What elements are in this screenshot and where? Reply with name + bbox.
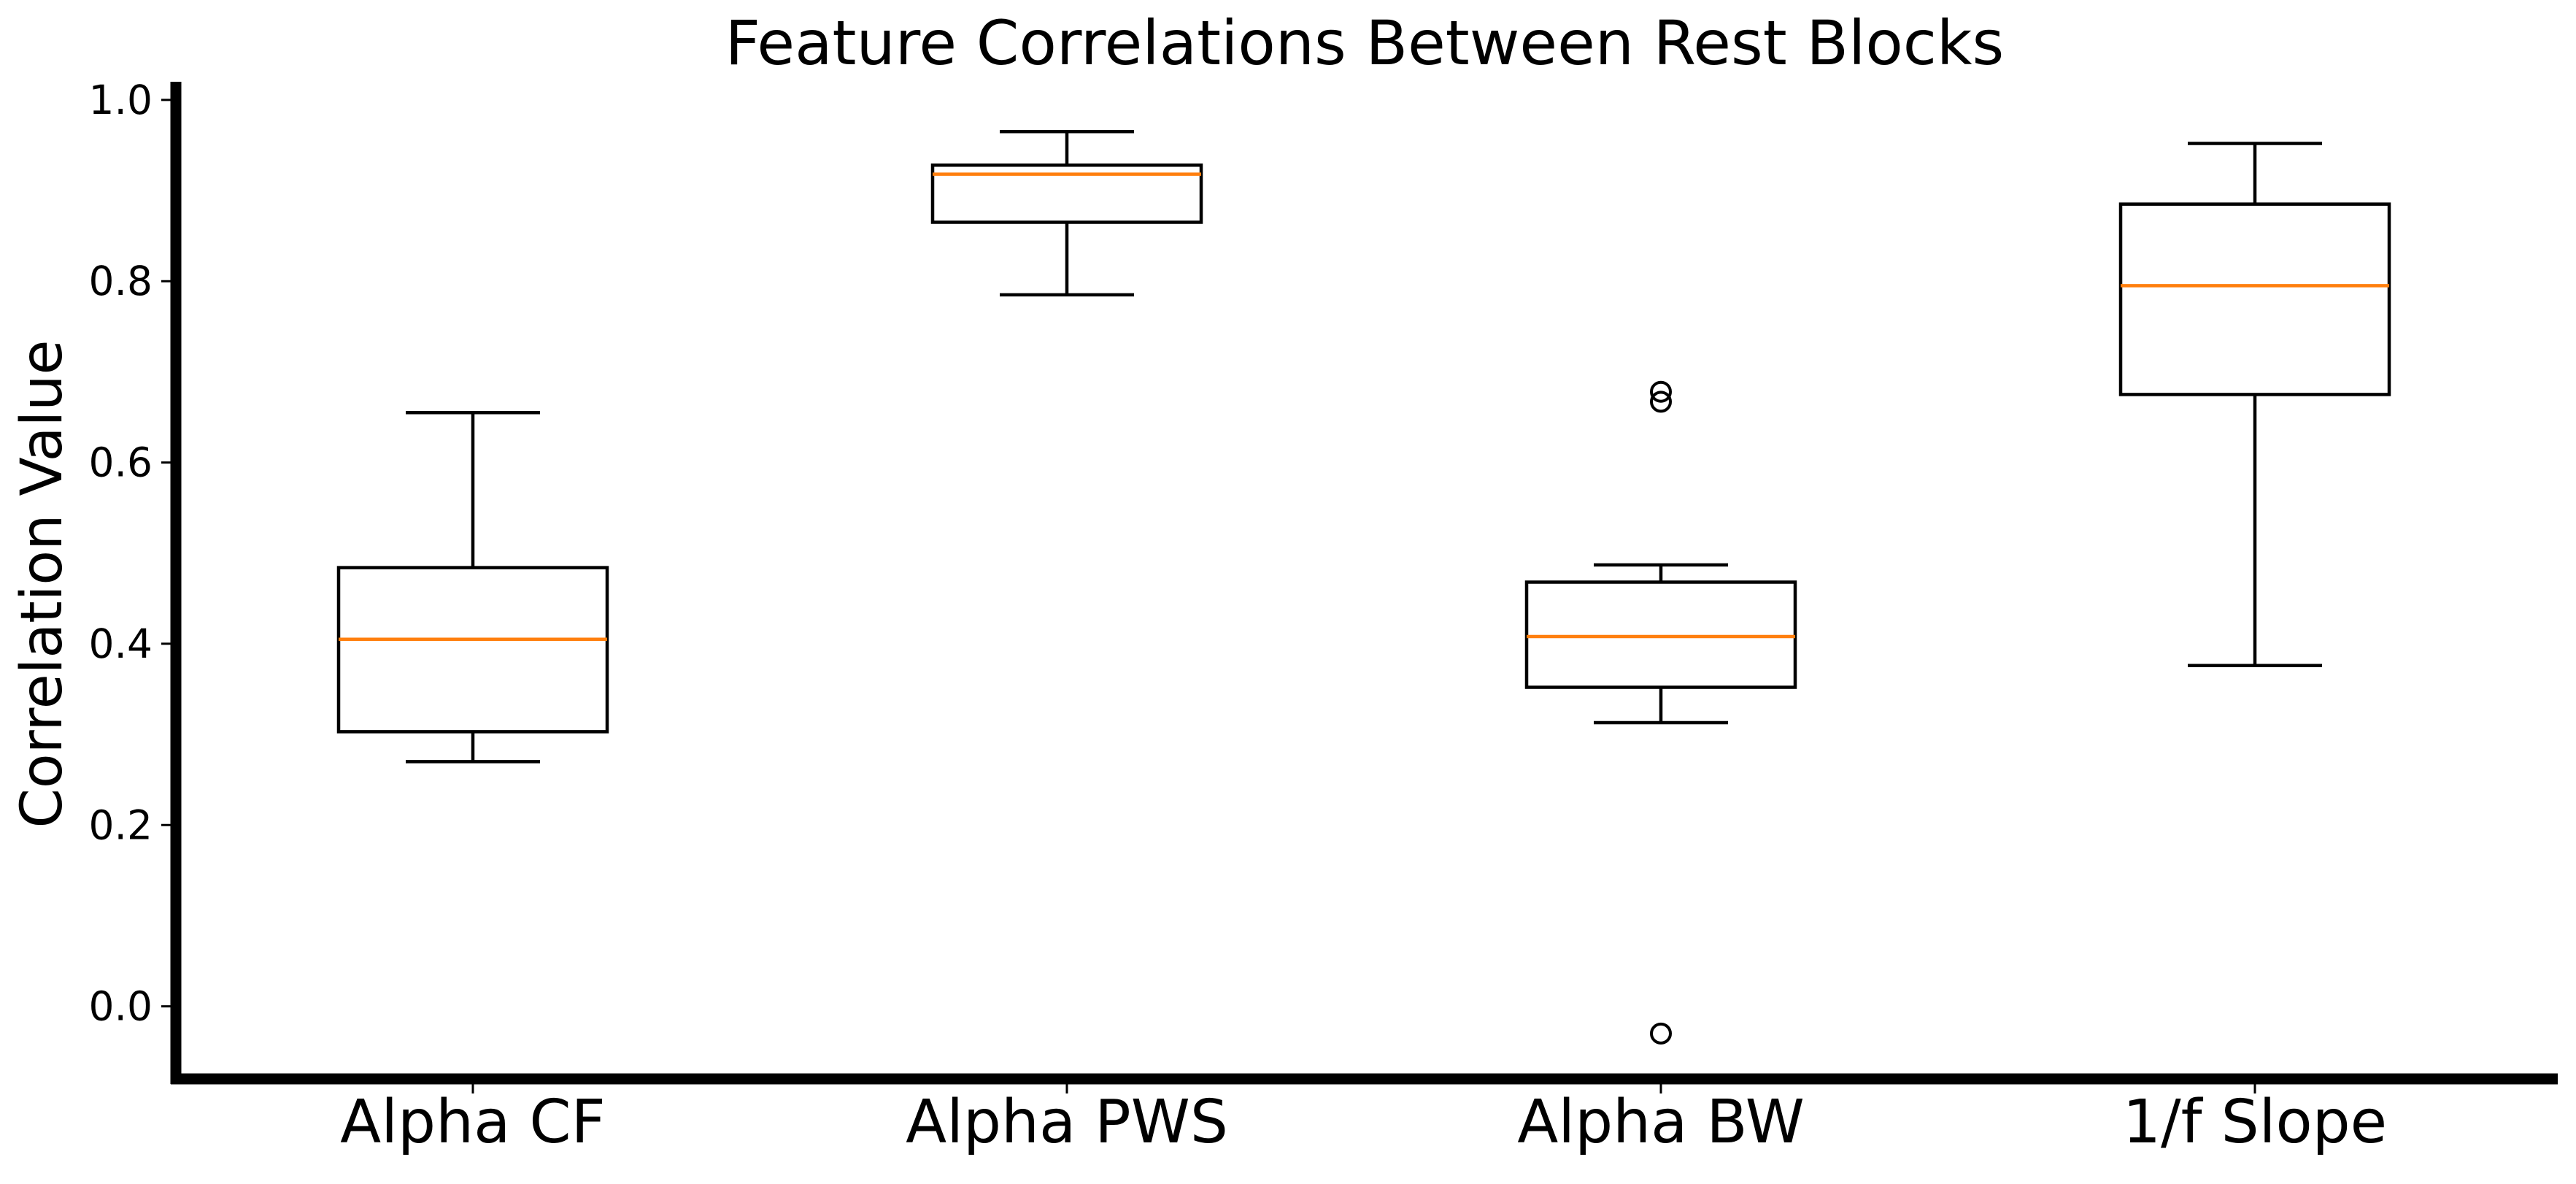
box-iqr <box>2118 202 2391 396</box>
box-group <box>336 411 609 764</box>
y-tick-label: 0.0 <box>89 983 153 1030</box>
box-iqr <box>336 566 609 734</box>
y-tick-label: 1.0 <box>89 77 153 123</box>
box-group <box>930 130 1203 297</box>
y-tick-label: 0.4 <box>89 620 153 667</box>
box-group <box>1524 380 1797 1045</box>
box-iqr <box>1524 580 1797 689</box>
plot-area: 0.0 0.2 0.4 0.6 0.8 1.0 Alpha CF Alpha PWS Alpha… <box>89 77 2391 1157</box>
outlier-point <box>1650 1022 1672 1045</box>
x-tick-label: 1/f Slope <box>2123 1088 2387 1157</box>
y-tick-label: 0.2 <box>89 801 153 848</box>
x-tick-label: Alpha CF <box>340 1088 606 1157</box>
x-tick-label: Alpha PWS <box>906 1088 1228 1157</box>
box-group <box>2118 142 2391 667</box>
outlier-point <box>1650 391 1672 413</box>
y-tick-label: 0.6 <box>89 439 153 486</box>
y-axis-label: Correlation Value <box>9 339 75 828</box>
box-iqr <box>930 163 1203 224</box>
x-tick-label: Alpha BW <box>1517 1088 1805 1157</box>
y-tick-label: 0.8 <box>89 258 153 304</box>
outlier-point <box>1650 380 1672 403</box>
chart-title: Feature Correlations Between Rest Blocks <box>725 7 2005 79</box>
